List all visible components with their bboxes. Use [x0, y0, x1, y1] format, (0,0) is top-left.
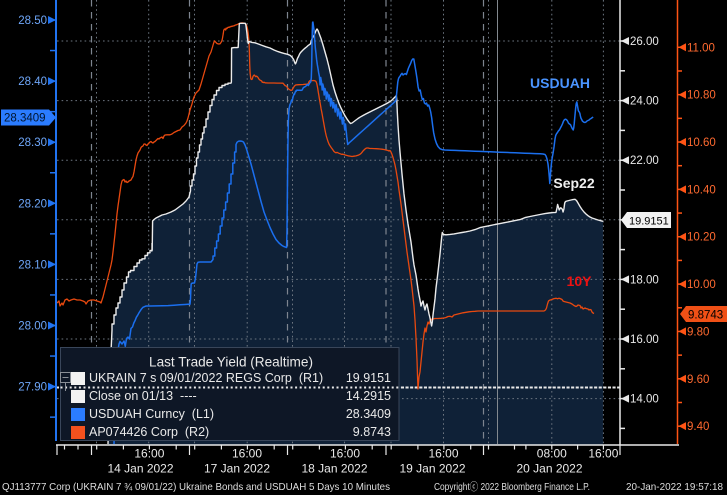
svg-text:20-Jan-2022 19:57:18: 20-Jan-2022 19:57:18: [626, 481, 723, 493]
svg-text:28.30: 28.30: [18, 137, 47, 149]
svg-text:Sep22: Sep22: [553, 175, 594, 191]
svg-text:18.00: 18.00: [630, 274, 659, 286]
svg-text:UKRAIN 7 s 09/01/2022 REGS Cor: UKRAIN 7 s 09/01/2022 REGS Corp (R1): [89, 371, 323, 385]
svg-text:Close on 01/13 ----: Close on 01/13 ----: [89, 389, 197, 403]
svg-text:18 Jan 2022: 18 Jan 2022: [301, 462, 367, 476]
svg-text:24.00: 24.00: [630, 96, 659, 108]
svg-text:10.00: 10.00: [687, 279, 716, 291]
svg-text:28.00: 28.00: [18, 321, 47, 333]
svg-text:9.8743: 9.8743: [353, 425, 391, 439]
svg-text:10.20: 10.20: [687, 232, 716, 244]
svg-text:27.90: 27.90: [18, 382, 47, 394]
svg-text:11.00: 11.00: [687, 42, 715, 54]
svg-text:28.3409: 28.3409: [4, 113, 46, 125]
svg-text:08:00: 08:00: [537, 447, 567, 461]
svg-text:28.10: 28.10: [18, 259, 47, 271]
svg-text:28.50: 28.50: [18, 15, 47, 27]
svg-text:28.40: 28.40: [18, 76, 47, 88]
svg-text:9.40: 9.40: [687, 421, 709, 433]
svg-text:20 Jan 2022: 20 Jan 2022: [516, 462, 582, 476]
svg-text:16.00: 16.00: [630, 334, 659, 346]
svg-text:14.2915: 14.2915: [346, 389, 391, 403]
svg-text:10.40: 10.40: [687, 184, 716, 196]
svg-text:QJ113777 Corp (UKRAIN 7 ¾ 09/: QJ113777 Corp (UKRAIN 7 ¾ 09/01/22) Ukra…: [2, 481, 390, 493]
svg-text:10.80: 10.80: [687, 90, 716, 102]
svg-text:19.9151: 19.9151: [629, 216, 669, 228]
svg-text:19 Jan 2022: 19 Jan 2022: [399, 462, 465, 476]
svg-text:16:00: 16:00: [428, 447, 458, 461]
svg-text:AP074426 Corp (R2): AP074426 Corp (R2): [89, 425, 209, 439]
svg-text:USDUAH: USDUAH: [530, 75, 590, 91]
svg-text:16:00: 16:00: [134, 447, 164, 461]
svg-text:9.8743: 9.8743: [688, 310, 723, 322]
svg-text:9.60: 9.60: [687, 374, 709, 386]
svg-text:Last Trade Yield (Realtime): Last Trade Yield (Realtime): [149, 355, 313, 370]
svg-text:28.3409: 28.3409: [346, 407, 391, 421]
svg-text:10.60: 10.60: [687, 137, 716, 149]
svg-text:16:00: 16:00: [232, 447, 262, 461]
svg-text:16:00: 16:00: [588, 447, 618, 461]
svg-text:16:00: 16:00: [330, 447, 360, 461]
svg-text:28.20: 28.20: [18, 198, 47, 210]
svg-text:9.80: 9.80: [687, 326, 709, 338]
svg-text:17 Jan 2022: 17 Jan 2022: [204, 462, 270, 476]
svg-text:14.00: 14.00: [630, 394, 659, 406]
svg-text:Copyrightⓒ 2022 Bloomberg Fina: Copyrightⓒ 2022 Bloomberg Finance L.P.: [434, 481, 590, 493]
svg-text:22.00: 22.00: [630, 155, 659, 167]
svg-text:26.00: 26.00: [630, 36, 659, 48]
svg-text:19.9151: 19.9151: [346, 371, 391, 385]
svg-text:USDUAH Curncy (L1): USDUAH Curncy (L1): [89, 407, 214, 421]
svg-text:10Y: 10Y: [567, 273, 593, 289]
svg-text:14 Jan 2022: 14 Jan 2022: [107, 462, 173, 476]
